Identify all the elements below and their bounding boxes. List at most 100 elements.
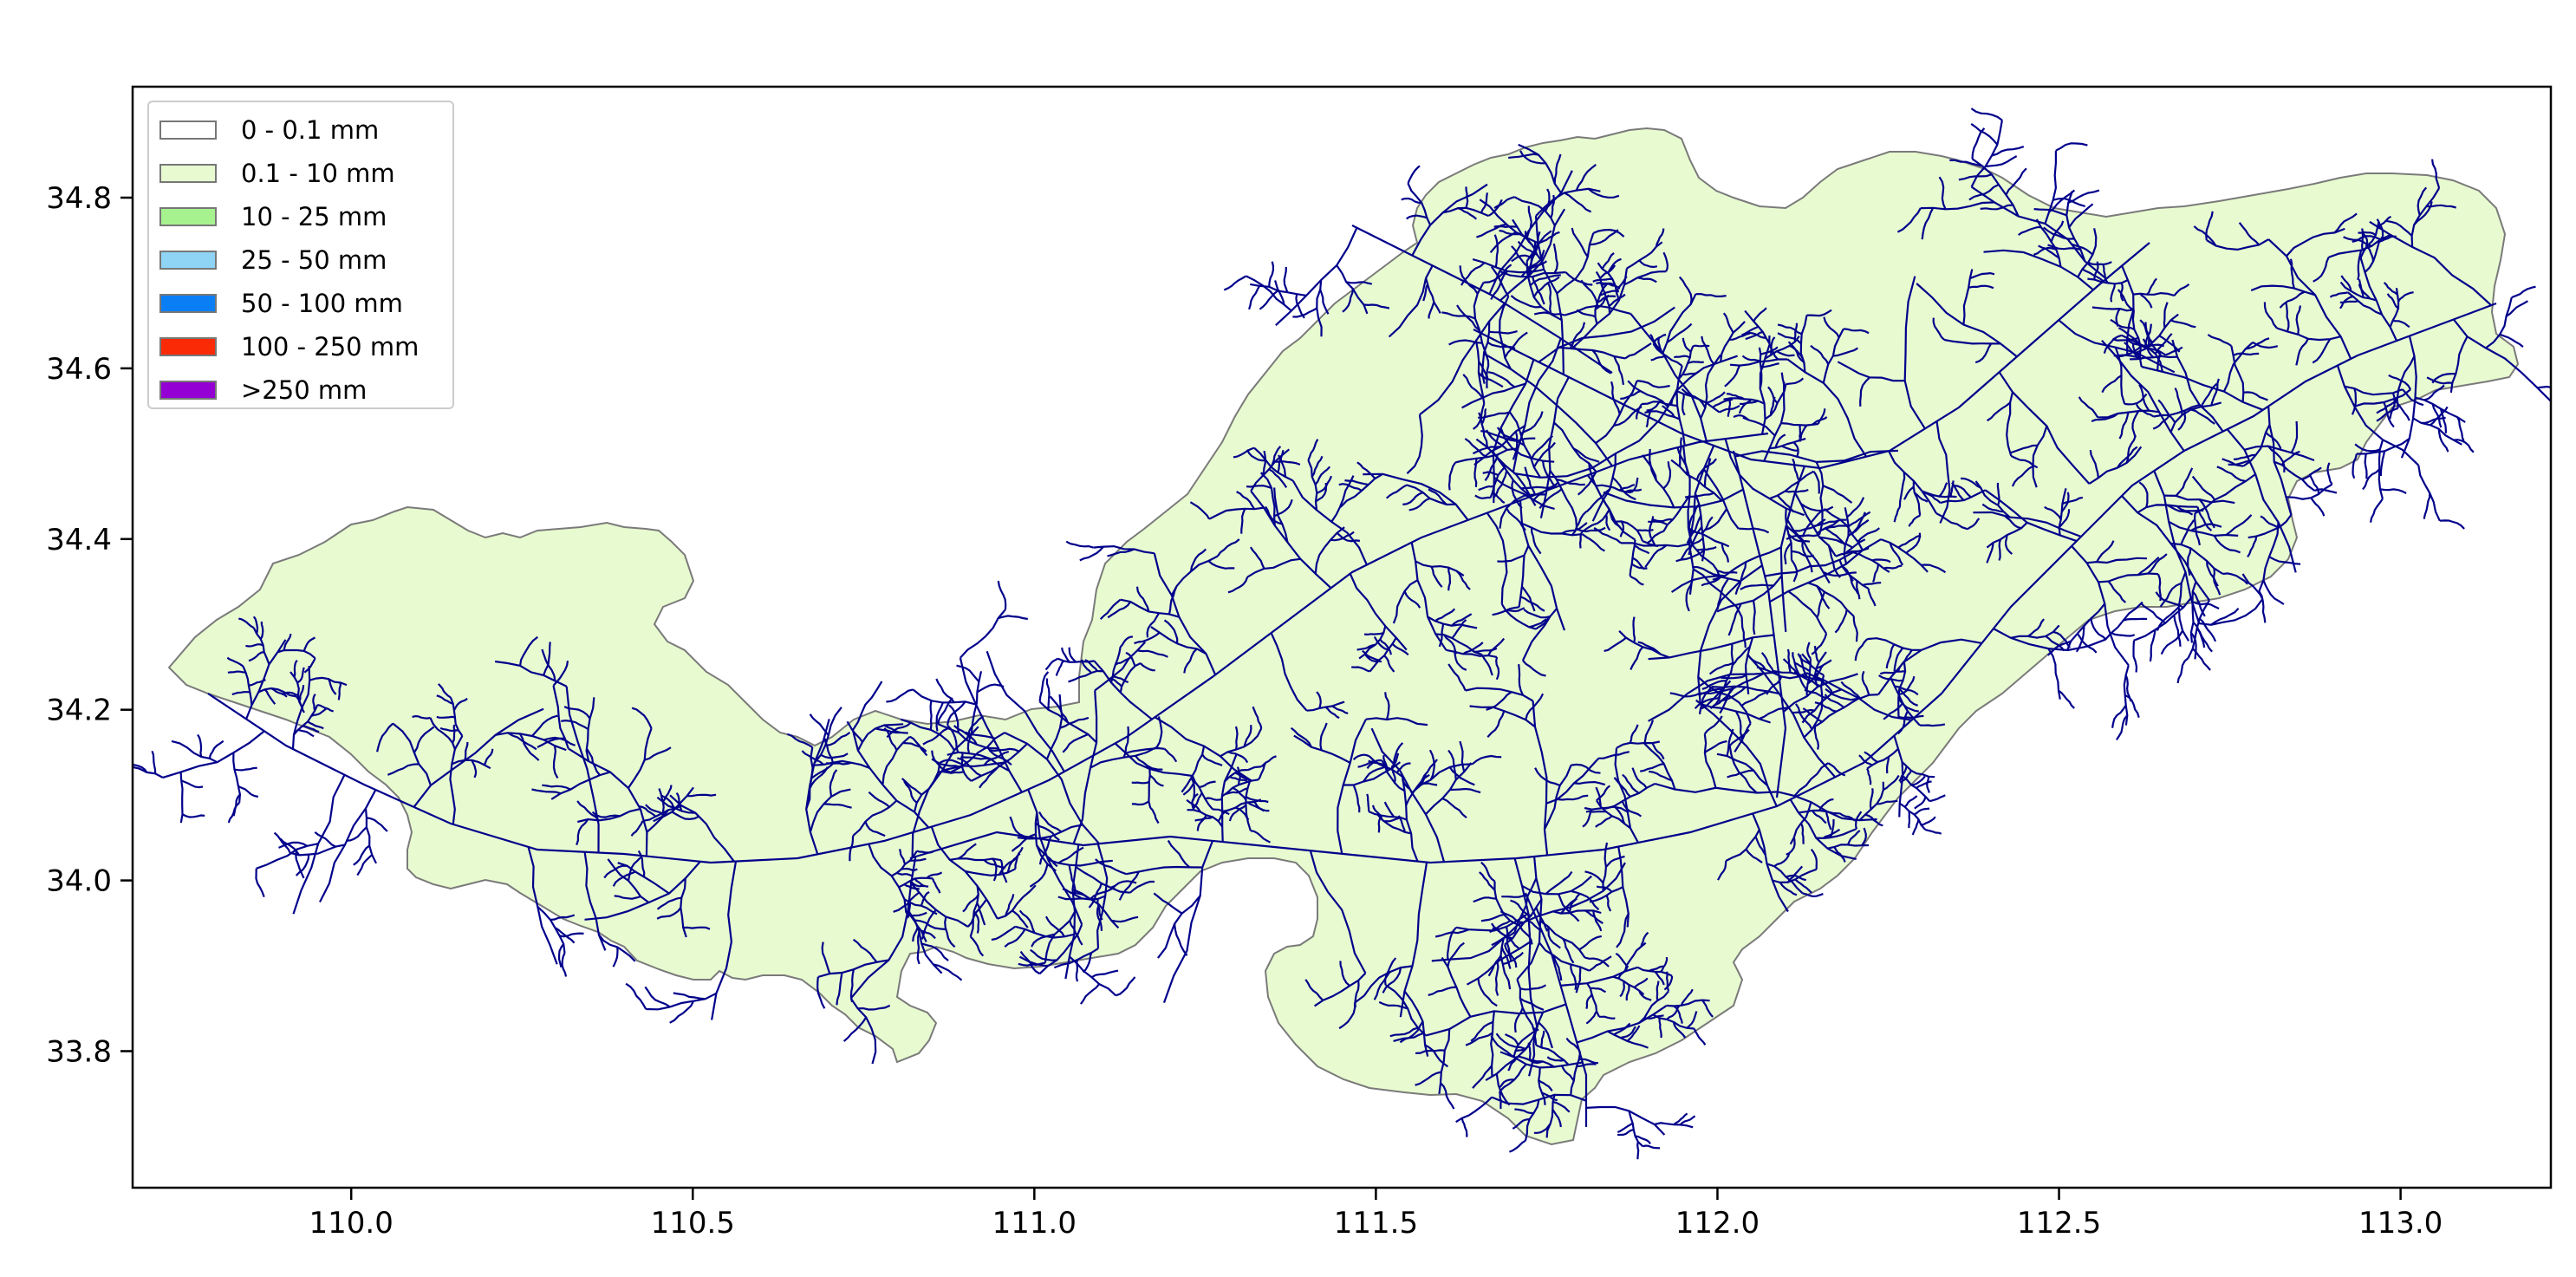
river-line	[1774, 433, 1786, 448]
river-line	[2328, 233, 2391, 258]
river-line	[1336, 531, 1361, 543]
river-line	[2354, 443, 2381, 453]
river-line	[1823, 316, 1840, 338]
river-line	[1487, 637, 1506, 656]
river-line	[1170, 555, 1219, 596]
river-line	[1236, 491, 1256, 510]
x-tick-label: 110.5	[651, 1206, 735, 1241]
river-line	[1974, 342, 1993, 364]
river-line	[2163, 494, 2235, 505]
river-line	[2410, 187, 2441, 247]
river-line	[2276, 327, 2341, 342]
river-line	[1472, 446, 1501, 455]
river-line	[1497, 554, 1525, 563]
river-line	[1545, 870, 1573, 895]
river-line	[1501, 895, 1528, 898]
river-line	[1502, 951, 1524, 966]
river-line	[298, 685, 305, 702]
river-line	[1550, 194, 1556, 218]
river-line	[958, 843, 977, 860]
river-line	[1415, 560, 1465, 577]
river-line	[1986, 522, 2028, 549]
river-line	[1093, 544, 1155, 555]
river-line	[1403, 990, 1429, 1057]
river-line	[1852, 616, 1858, 642]
river-line	[1125, 746, 1165, 754]
river-line	[1377, 815, 1382, 833]
river-line	[1009, 816, 1030, 840]
river-line	[1908, 514, 1921, 527]
river-line	[1246, 485, 1272, 489]
river-line	[1879, 670, 1906, 675]
river-line	[552, 661, 569, 687]
river-line	[1383, 816, 1402, 823]
river-line	[1613, 777, 1631, 798]
river-line	[1366, 793, 1370, 812]
river-line	[1119, 662, 1142, 694]
river-line	[1115, 976, 1136, 997]
river-line	[1832, 347, 1858, 357]
river-line	[2096, 540, 2115, 563]
river-line	[227, 670, 246, 674]
river-line	[1758, 706, 1790, 720]
river-line	[1970, 108, 2003, 121]
river-line	[2421, 416, 2446, 424]
river-line	[1607, 1030, 1649, 1049]
river-line	[1261, 450, 1267, 477]
river-line	[1621, 800, 1643, 818]
river-line	[2362, 468, 2380, 491]
river-line	[289, 844, 346, 857]
river-line	[868, 844, 907, 913]
river-line	[1511, 479, 1523, 509]
river-line	[1446, 927, 1457, 961]
river-line	[1529, 250, 1545, 268]
river-line	[1221, 779, 1259, 798]
river-line	[2415, 396, 2466, 423]
river-line	[1531, 434, 1554, 459]
river-line	[1038, 671, 1050, 702]
river-line	[1716, 753, 1768, 786]
river-line	[1597, 262, 1621, 301]
river-line	[1406, 484, 1456, 506]
river-line	[2286, 227, 2345, 257]
river-line	[2035, 218, 2062, 267]
legend-label: 100 - 250 mm	[241, 332, 420, 362]
legend: 0 - 0.1 mm 0.1 - 10 mm 10 - 25 mm 25 - 5…	[147, 101, 454, 409]
river-line	[1524, 1099, 1540, 1142]
river-line	[1644, 410, 1681, 420]
river-line	[1591, 349, 1612, 375]
river-line	[2210, 378, 2220, 407]
river-line	[1319, 722, 1328, 751]
river-line	[1428, 488, 1447, 505]
river-line	[1268, 468, 1288, 489]
river-line	[2111, 704, 2127, 728]
river-line	[550, 771, 611, 800]
river-line	[1220, 727, 1263, 758]
river-line	[1435, 633, 1483, 656]
river-line	[413, 726, 435, 753]
river-line	[1082, 952, 1093, 974]
river-line	[1903, 485, 1915, 500]
river-line	[1490, 270, 1508, 301]
river-line	[1769, 470, 1815, 500]
river-line	[1314, 526, 1345, 574]
river-line	[1012, 909, 1029, 928]
river-line	[1629, 539, 1636, 577]
river-line	[1693, 344, 1710, 348]
river-line	[1789, 801, 1812, 845]
river-line	[1384, 984, 1427, 1037]
river-line	[1407, 165, 1421, 185]
river-line	[1944, 338, 2001, 345]
river-line	[2206, 238, 2269, 251]
legend-item: 50 - 100 mm	[159, 284, 403, 323]
river-line	[849, 836, 855, 862]
y-tick-label: 34.2	[46, 694, 112, 728]
river-line	[675, 792, 683, 811]
river-line	[1252, 706, 1263, 729]
river-line	[1962, 269, 1974, 325]
river-line	[1489, 920, 1511, 934]
river-line	[1693, 1028, 1707, 1046]
river-line	[2115, 714, 2129, 741]
river-line	[1349, 573, 1408, 651]
